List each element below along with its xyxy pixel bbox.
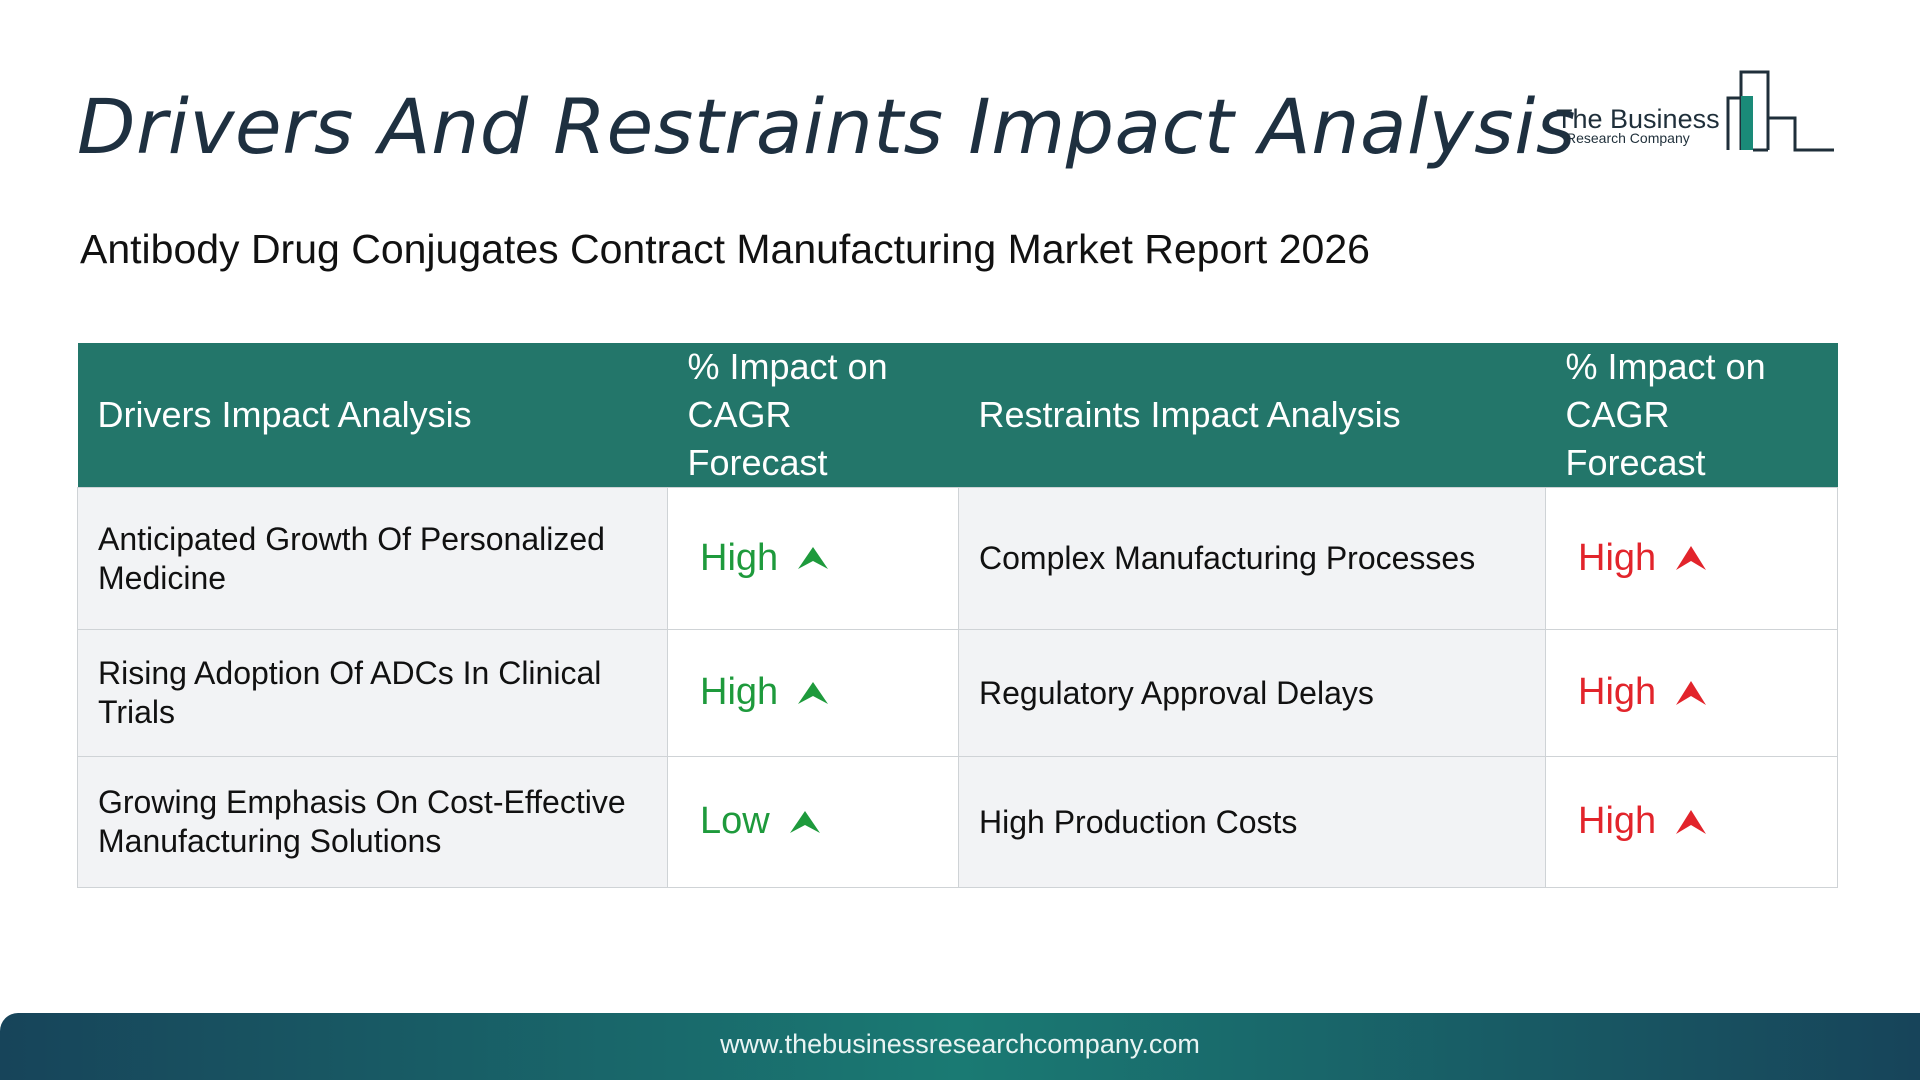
restraint-impact-cell: High xyxy=(1545,756,1838,888)
restraint-impact-level: High xyxy=(1566,536,1708,579)
restraint-cell: High Production Costs xyxy=(958,756,1546,888)
company-logo: The Business Research Company xyxy=(1552,66,1836,156)
table-row: Growing Emphasis On Cost-Effective Manuf… xyxy=(77,756,1838,888)
restraint-impact-text: High xyxy=(1578,800,1657,842)
driver-cell: Rising Adoption Of ADCs In Clinical Tria… xyxy=(77,629,668,757)
table-row: Rising Adoption Of ADCs In Clinical Tria… xyxy=(77,629,1838,757)
table-row: Anticipated Growth Of Personalized Medic… xyxy=(77,487,1838,630)
column-header-restraints: Restraints Impact Analysis xyxy=(958,343,1546,488)
column-header-drivers: Drivers Impact Analysis xyxy=(77,343,668,488)
restraint-cell: Regulatory Approval Delays xyxy=(958,629,1546,757)
logo-name: The Business xyxy=(1556,104,1720,134)
footer-bar: www.thebusinessresearchcompany.com xyxy=(0,1013,1920,1080)
restraint-impact-cell: High xyxy=(1545,629,1838,757)
green-up-arrow-icon xyxy=(798,547,829,569)
driver-impact-text: High xyxy=(700,536,779,579)
report-subtitle: Antibody Drug Conjugates Contract Manufa… xyxy=(80,226,1370,272)
column-header-driver-impact: % Impact on CAGR Forecast xyxy=(667,343,959,488)
restraint-impact-level: High xyxy=(1566,673,1708,712)
website-link[interactable]: www.thebusinessresearchcompany.com xyxy=(720,1029,1200,1059)
driver-impact-text: High xyxy=(700,671,779,713)
driver-impact-cell: High xyxy=(667,487,959,630)
impact-table: Drivers Impact Analysis % Impact on CAGR… xyxy=(77,343,1838,888)
driver-cell: Anticipated Growth Of Personalized Medic… xyxy=(77,487,668,630)
column-header-restraint-impact: % Impact on CAGR Forecast xyxy=(1545,343,1838,488)
driver-impact-level: Low xyxy=(688,802,822,841)
restraint-impact-text: High xyxy=(1578,671,1657,713)
page-title: Drivers And Restraints Impact Analysis xyxy=(77,82,1576,171)
green-up-arrow-icon xyxy=(798,681,829,704)
red-up-arrow-icon xyxy=(1676,680,1707,705)
driver-impact-text: Low xyxy=(700,800,770,842)
driver-impact-level: High xyxy=(688,673,830,712)
red-up-arrow-icon xyxy=(1676,546,1707,570)
logo-tagline: Research Company xyxy=(1566,130,1690,146)
green-up-arrow-icon xyxy=(789,810,820,833)
driver-impact-cell: Low xyxy=(667,756,959,888)
restraint-cell: Complex Manufacturing Processes xyxy=(958,487,1546,630)
table-header-row: Drivers Impact Analysis % Impact on CAGR… xyxy=(77,343,1838,488)
restraint-impact-cell: High xyxy=(1545,487,1838,630)
driver-impact-level: High xyxy=(688,536,830,579)
restraint-impact-level: High xyxy=(1566,802,1708,841)
driver-impact-cell: High xyxy=(667,629,959,757)
red-up-arrow-icon xyxy=(1676,809,1707,834)
restraint-impact-text: High xyxy=(1578,536,1657,579)
building-chart-logo-icon xyxy=(1726,70,1834,152)
driver-cell: Growing Emphasis On Cost-Effective Manuf… xyxy=(77,756,668,888)
